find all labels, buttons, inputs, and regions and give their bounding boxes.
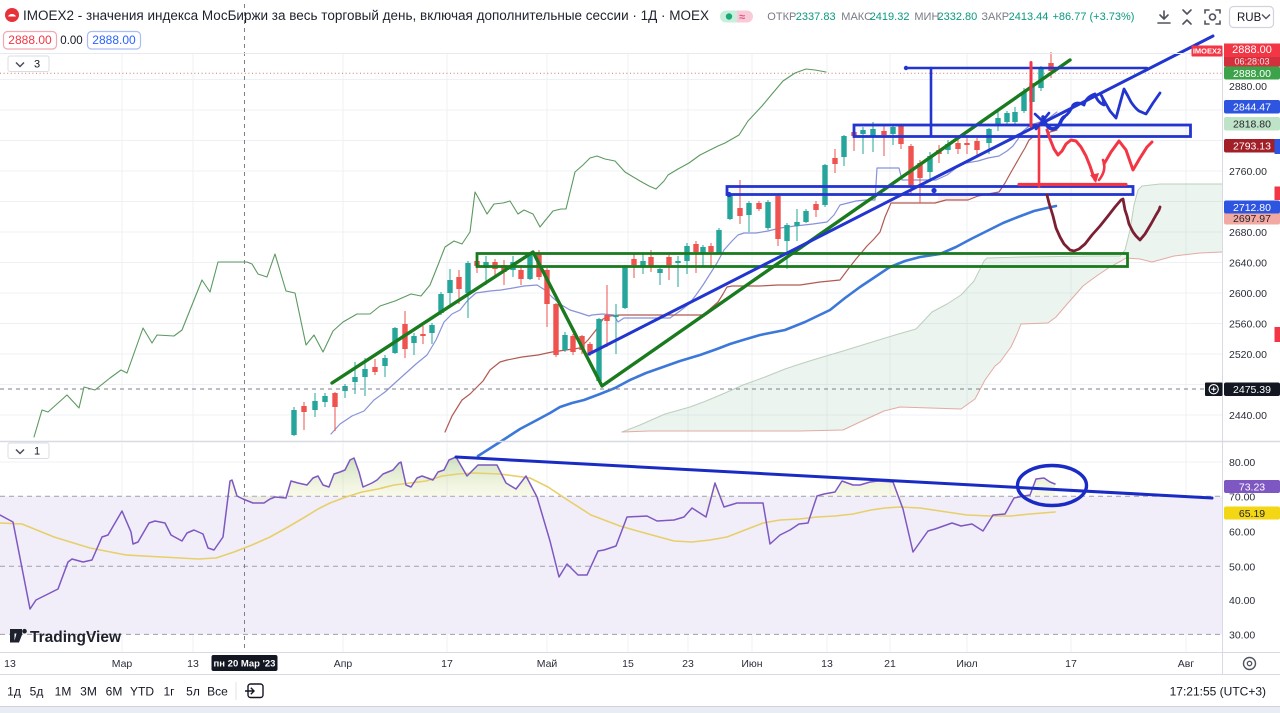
svg-text:15: 15 [622, 658, 634, 670]
svg-text:1г: 1г [163, 685, 175, 699]
svg-text:2880.00: 2880.00 [1229, 81, 1267, 93]
svg-text:65.19: 65.19 [1239, 508, 1265, 520]
svg-text:ЗАКР: ЗАКР [981, 11, 1009, 23]
svg-text:60.00: 60.00 [1229, 526, 1255, 538]
svg-text:2680.00: 2680.00 [1229, 227, 1267, 239]
svg-text:Мар: Мар [112, 658, 133, 670]
svg-text:17: 17 [441, 658, 453, 670]
svg-text:2600.00: 2600.00 [1229, 288, 1267, 300]
svg-text:2888.00: 2888.00 [1233, 68, 1271, 80]
svg-text:пн 20 Мар '23: пн 20 Мар '23 [214, 659, 276, 670]
svg-text:2332.80: 2332.80 [938, 11, 978, 23]
svg-text:≈: ≈ [739, 12, 745, 24]
svg-text:73.23: 73.23 [1239, 481, 1265, 493]
svg-text:ОТКР: ОТКР [767, 11, 796, 23]
svg-text:06:28:03: 06:28:03 [1234, 57, 1269, 67]
svg-text:Все: Все [207, 685, 228, 699]
svg-text:5л: 5л [186, 685, 200, 699]
svg-text:2440.00: 2440.00 [1229, 410, 1267, 422]
svg-text:2818.80: 2818.80 [1233, 119, 1271, 131]
svg-text:21: 21 [884, 658, 896, 670]
svg-text:1М: 1М [55, 685, 72, 699]
svg-text:13: 13 [4, 658, 16, 670]
svg-text:23: 23 [682, 658, 694, 670]
svg-text:2475.39: 2475.39 [1233, 384, 1271, 396]
svg-text:5д: 5д [30, 685, 44, 699]
svg-text:2560.00: 2560.00 [1229, 319, 1267, 331]
svg-text:50.00: 50.00 [1229, 561, 1255, 573]
svg-text:МИН: МИН [914, 11, 939, 23]
svg-text:2888.00: 2888.00 [8, 33, 52, 47]
svg-text:МАКС: МАКС [841, 11, 872, 23]
svg-text:2793.13: 2793.13 [1233, 141, 1271, 153]
svg-text:17:21:55 (UTC+3): 17:21:55 (UTC+3) [1170, 685, 1266, 699]
svg-text:2337.83: 2337.83 [796, 11, 836, 23]
svg-text:2413.44: 2413.44 [1009, 11, 1049, 23]
svg-text:TradingView: TradingView [30, 629, 122, 646]
svg-text:2640.00: 2640.00 [1229, 258, 1267, 270]
svg-text:13: 13 [821, 658, 833, 670]
svg-text:1: 1 [34, 446, 40, 458]
svg-text:2760.00: 2760.00 [1229, 166, 1267, 178]
svg-text:2844.47: 2844.47 [1233, 102, 1271, 114]
svg-text:1д: 1д [7, 685, 21, 699]
svg-text:Авг: Авг [1178, 658, 1195, 670]
svg-text:0.00: 0.00 [60, 35, 82, 47]
svg-text:IMOEX2 - значения индекса МосБ: IMOEX2 - значения индекса МосБиржи за ве… [23, 8, 709, 23]
svg-text:3: 3 [34, 59, 40, 71]
svg-text:2888.00: 2888.00 [92, 33, 136, 47]
svg-text:YTD: YTD [130, 685, 154, 699]
svg-text:3М: 3М [80, 685, 97, 699]
svg-text:RUB: RUB [1237, 12, 1262, 24]
svg-text:13: 13 [187, 658, 199, 670]
svg-text:6М: 6М [106, 685, 123, 699]
svg-text:+86.77 (+3.73%): +86.77 (+3.73%) [1053, 11, 1135, 23]
svg-text:Июн: Июн [741, 658, 762, 670]
svg-text:2520.00: 2520.00 [1229, 349, 1267, 361]
svg-text:40.00: 40.00 [1229, 595, 1255, 607]
svg-text:2419.32: 2419.32 [870, 11, 910, 23]
svg-text:2712.80: 2712.80 [1233, 202, 1271, 214]
svg-text:70.00: 70.00 [1229, 491, 1255, 503]
svg-text:80.00: 80.00 [1229, 457, 1255, 469]
svg-text:IMOEX2: IMOEX2 [1193, 47, 1221, 56]
svg-text:30.00: 30.00 [1229, 629, 1255, 641]
svg-text:Апр: Апр [334, 658, 353, 670]
svg-text:2697.97: 2697.97 [1233, 213, 1271, 225]
svg-text:Июл: Июл [956, 658, 977, 670]
svg-text:17: 17 [1065, 658, 1077, 670]
svg-text:Май: Май [537, 658, 558, 670]
svg-text:2888.00: 2888.00 [1232, 44, 1272, 56]
